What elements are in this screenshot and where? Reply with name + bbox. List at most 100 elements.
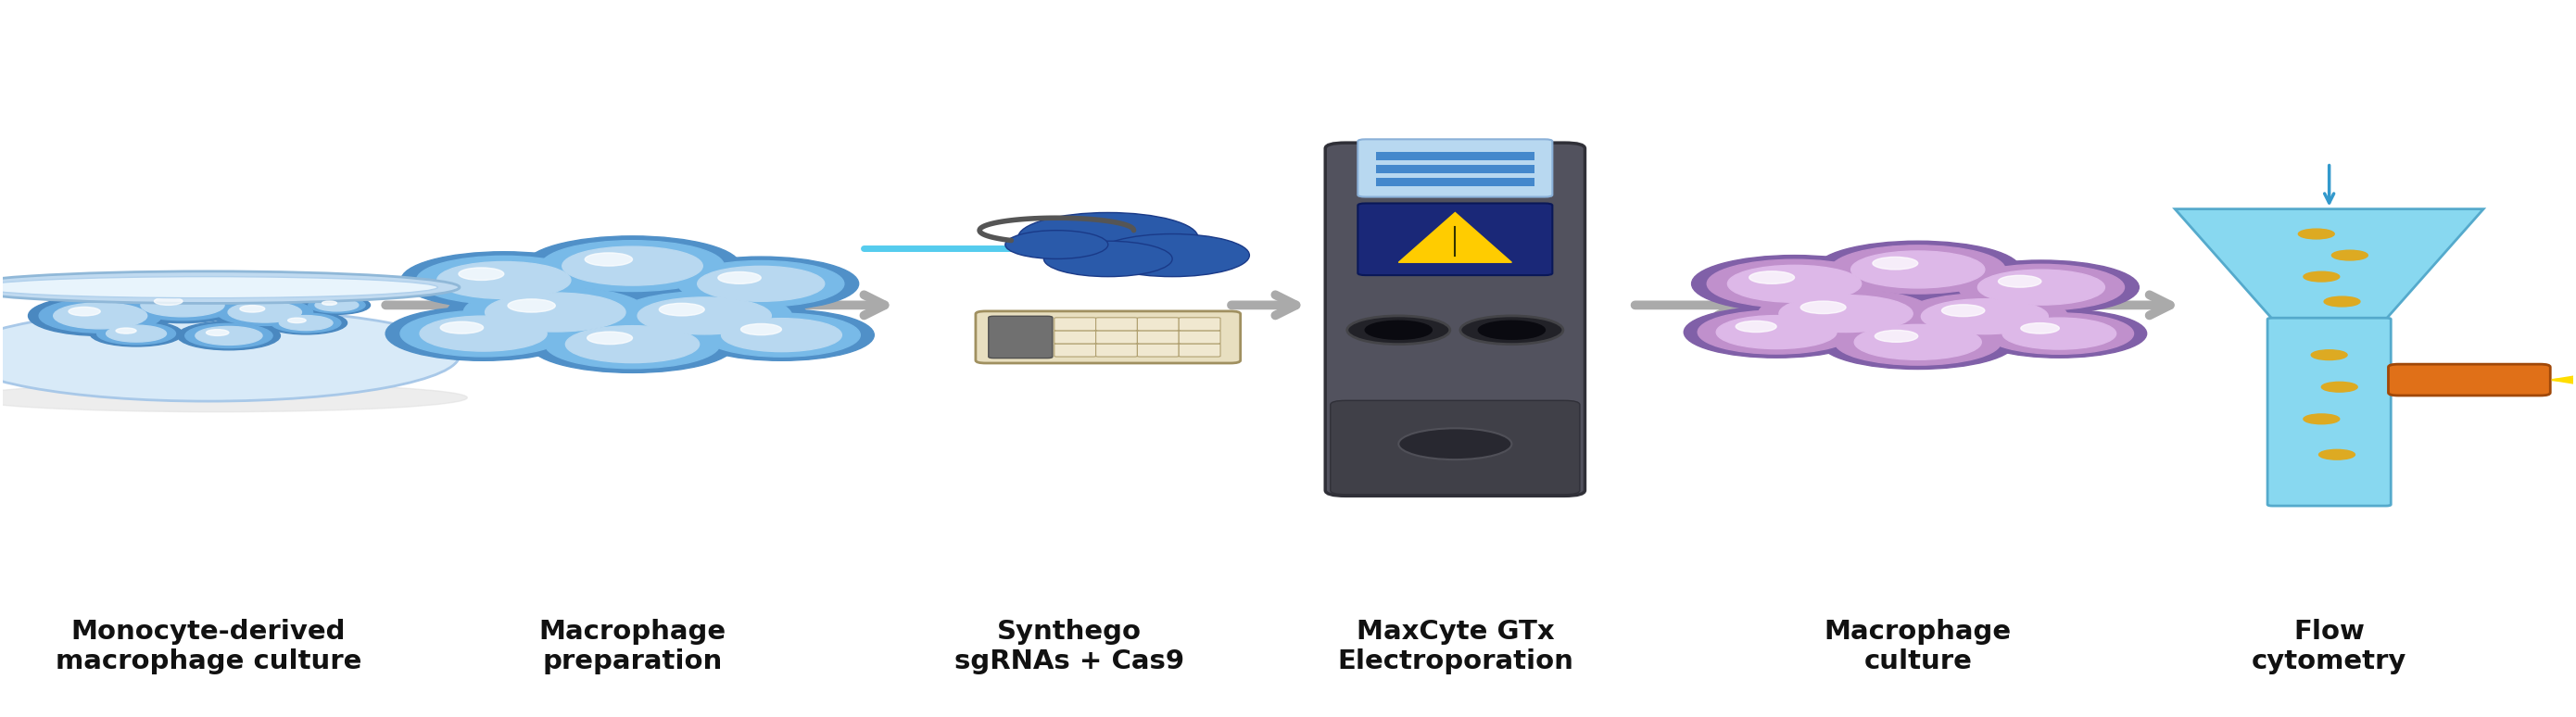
Circle shape xyxy=(1832,245,2004,294)
Circle shape xyxy=(2303,414,2339,424)
Circle shape xyxy=(703,313,860,357)
Circle shape xyxy=(216,299,312,326)
Circle shape xyxy=(1875,331,1919,342)
Circle shape xyxy=(229,302,301,323)
Circle shape xyxy=(1479,320,1546,339)
Circle shape xyxy=(1365,320,1432,339)
Circle shape xyxy=(618,292,791,340)
Circle shape xyxy=(1942,260,2138,314)
Circle shape xyxy=(1018,212,1198,262)
Circle shape xyxy=(2324,297,2360,307)
Circle shape xyxy=(1816,241,2020,298)
Circle shape xyxy=(1999,275,2040,288)
Circle shape xyxy=(639,298,770,334)
Circle shape xyxy=(322,301,337,305)
FancyBboxPatch shape xyxy=(1329,401,1579,495)
Circle shape xyxy=(2321,382,2357,392)
Circle shape xyxy=(1728,265,1862,303)
Circle shape xyxy=(1821,315,2014,369)
Circle shape xyxy=(1736,321,1777,332)
Circle shape xyxy=(196,326,263,345)
FancyBboxPatch shape xyxy=(1376,165,1535,174)
Circle shape xyxy=(1043,241,1172,277)
FancyBboxPatch shape xyxy=(1139,318,1180,331)
Circle shape xyxy=(688,309,873,361)
FancyBboxPatch shape xyxy=(1358,139,1553,197)
Circle shape xyxy=(1834,319,2002,365)
Circle shape xyxy=(1759,290,1932,338)
Circle shape xyxy=(1347,315,1450,344)
FancyBboxPatch shape xyxy=(1054,343,1095,357)
Text: Synthego
sgRNAs + Cas9: Synthego sgRNAs + Cas9 xyxy=(956,619,1185,675)
Circle shape xyxy=(1005,230,1108,259)
FancyBboxPatch shape xyxy=(1180,331,1221,343)
Circle shape xyxy=(2303,272,2339,282)
Text: Macrophage
culture: Macrophage culture xyxy=(1824,619,2012,675)
Circle shape xyxy=(2311,350,2347,360)
Circle shape xyxy=(185,323,273,348)
Circle shape xyxy=(677,261,845,307)
Circle shape xyxy=(265,311,348,334)
FancyBboxPatch shape xyxy=(1376,152,1535,161)
Circle shape xyxy=(206,329,229,336)
Circle shape xyxy=(1708,260,1883,308)
Circle shape xyxy=(39,299,162,333)
Circle shape xyxy=(1685,307,1870,358)
Circle shape xyxy=(98,323,175,344)
Circle shape xyxy=(1852,251,1984,288)
Circle shape xyxy=(399,310,567,356)
FancyBboxPatch shape xyxy=(1376,178,1535,186)
Circle shape xyxy=(2002,318,2115,349)
Circle shape xyxy=(1399,428,1512,460)
FancyBboxPatch shape xyxy=(976,311,1242,363)
Circle shape xyxy=(142,293,224,317)
Circle shape xyxy=(1855,325,1981,360)
Circle shape xyxy=(438,262,572,299)
Circle shape xyxy=(531,315,734,373)
Circle shape xyxy=(659,303,703,315)
Circle shape xyxy=(1978,270,2105,305)
Circle shape xyxy=(106,326,167,342)
Circle shape xyxy=(2298,229,2334,239)
Circle shape xyxy=(1744,285,1947,342)
FancyBboxPatch shape xyxy=(2388,364,2550,396)
FancyBboxPatch shape xyxy=(1054,318,1095,331)
Circle shape xyxy=(386,307,582,361)
FancyBboxPatch shape xyxy=(1095,318,1139,331)
Circle shape xyxy=(90,320,183,346)
Circle shape xyxy=(662,257,858,310)
Circle shape xyxy=(585,253,634,266)
Circle shape xyxy=(698,266,824,301)
Circle shape xyxy=(155,298,183,305)
FancyBboxPatch shape xyxy=(1095,331,1139,343)
Circle shape xyxy=(54,303,147,329)
Circle shape xyxy=(178,321,281,350)
Ellipse shape xyxy=(0,271,459,303)
Circle shape xyxy=(1922,299,2048,334)
Circle shape xyxy=(1749,271,1795,284)
Polygon shape xyxy=(1399,212,1512,262)
Circle shape xyxy=(721,318,842,351)
Circle shape xyxy=(304,296,371,314)
Circle shape xyxy=(448,282,662,342)
Circle shape xyxy=(1986,313,2133,354)
FancyBboxPatch shape xyxy=(989,316,1054,358)
Circle shape xyxy=(1461,315,1564,344)
Circle shape xyxy=(314,299,358,311)
Circle shape xyxy=(526,236,739,296)
Circle shape xyxy=(507,299,556,312)
Circle shape xyxy=(289,318,307,323)
Circle shape xyxy=(541,240,724,291)
Circle shape xyxy=(1901,293,2069,339)
Circle shape xyxy=(719,272,760,284)
Circle shape xyxy=(440,322,484,333)
Circle shape xyxy=(459,267,505,280)
Circle shape xyxy=(742,324,781,335)
FancyBboxPatch shape xyxy=(2267,318,2391,506)
Circle shape xyxy=(129,290,237,320)
Circle shape xyxy=(209,297,322,328)
Circle shape xyxy=(1942,305,1984,316)
Circle shape xyxy=(603,288,806,344)
Text: Flow
cytometry: Flow cytometry xyxy=(2251,619,2406,675)
Circle shape xyxy=(1801,301,1847,313)
